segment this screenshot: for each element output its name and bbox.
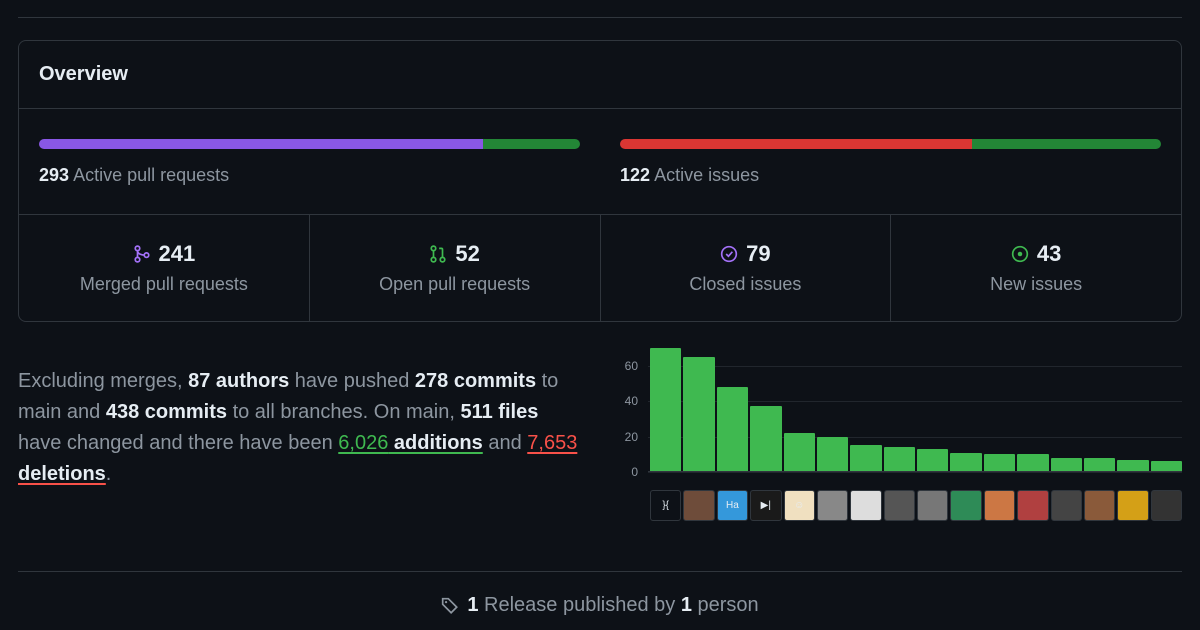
pull-requests-summary[interactable]: 293 Active pull requests [39,139,580,186]
overview-title: Overview [19,41,1181,109]
contributor-avatar[interactable] [950,490,981,521]
contributor-avatar[interactable] [1017,490,1048,521]
contributor-avatar[interactable] [1117,490,1148,521]
overview-stats-row: 241 Merged pull requests 52 Open pull re… [19,215,1181,321]
open-pr-count: 52 [455,241,479,267]
contributor-avatar[interactable] [984,490,1015,521]
issue-open-icon [1011,245,1029,263]
open-pr-cell[interactable]: 52 Open pull requests [310,215,601,321]
chart-bar[interactable] [683,357,714,472]
contributor-avatar[interactable]: ☺ [784,490,815,521]
contributors-chart: 0204060 }{Ha▶|☺ [614,366,1182,521]
chart-bar[interactable] [1084,458,1115,472]
chart-bar[interactable] [784,433,815,472]
commit-summary-text: Excluding merges, 87 authors have pushed… [18,366,578,490]
closed-issues-cell[interactable]: 79 Closed issues [601,215,892,321]
chart-bar[interactable] [717,387,748,472]
chart-bar[interactable] [750,406,781,472]
contributor-avatar[interactable] [1084,490,1115,521]
release-summary[interactable]: 1 Release published by 1 person [18,571,1182,617]
git-merge-icon [133,245,151,263]
contributor-avatar[interactable]: }{ [650,490,681,521]
issues-progress-bar [620,139,1161,149]
pr-count-label: 293 Active pull requests [39,165,580,186]
overview-panel: Overview 293 Active pull requests 122 Ac… [18,40,1182,322]
closed-issues-count: 79 [746,241,770,267]
chart-bar[interactable] [850,445,881,472]
pr-progress-bar [39,139,580,149]
contributor-avatar[interactable] [917,490,948,521]
contributor-avatar[interactable] [850,490,881,521]
merged-pr-count: 241 [159,241,196,267]
additions-link[interactable]: 6,026 additions [338,432,483,454]
chart-bar[interactable] [817,437,848,472]
contributor-avatar[interactable] [817,490,848,521]
chart-bar[interactable] [1051,458,1082,472]
chart-bar[interactable] [884,447,915,472]
merged-pr-label: Merged pull requests [29,274,299,295]
contributor-avatar[interactable]: Ha [717,490,748,521]
closed-issues-label: Closed issues [611,274,881,295]
issue-closed-icon [720,245,738,263]
issues-summary[interactable]: 122 Active issues [620,139,1161,186]
contributor-avatar[interactable]: ▶| [750,490,781,521]
open-pr-label: Open pull requests [320,274,590,295]
new-issues-cell[interactable]: 43 New issues [891,215,1181,321]
tag-icon [441,597,459,615]
contributor-avatar[interactable] [683,490,714,521]
overview-progress-row: 293 Active pull requests 122 Active issu… [19,109,1181,215]
git-pull-request-icon [429,245,447,263]
new-issues-label: New issues [901,274,1171,295]
merged-pr-cell[interactable]: 241 Merged pull requests [19,215,310,321]
issues-count-label: 122 Active issues [620,165,1161,186]
chart-bar[interactable] [917,449,948,472]
contributor-avatar[interactable] [1151,490,1182,521]
chart-bar[interactable] [984,454,1015,472]
chart-bar[interactable] [950,453,981,472]
chart-bar[interactable] [650,348,681,472]
contributor-avatar[interactable] [1051,490,1082,521]
contributor-avatar[interactable] [884,490,915,521]
chart-bar[interactable] [1017,454,1048,472]
new-issues-count: 43 [1037,241,1061,267]
